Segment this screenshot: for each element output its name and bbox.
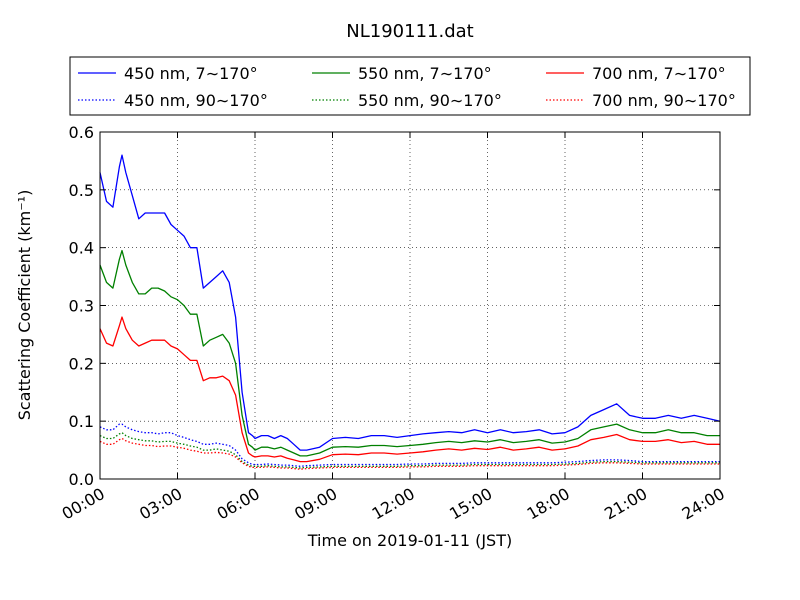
legend-label: 450 nm, 90∼170°: [124, 91, 268, 110]
x-tick-label: 09:00: [291, 484, 340, 524]
series-line: [99, 249, 720, 457]
x-tick-label: 18:00: [524, 484, 573, 524]
x-tick-label: 06:00: [214, 484, 263, 524]
series-line: [99, 316, 720, 463]
x-axis-label: Time on 2019-01-11 (JST): [307, 531, 512, 550]
series-layer: [99, 154, 721, 470]
x-tick-label: 03:00: [136, 484, 185, 524]
grid: [100, 132, 720, 479]
legend-frame: [69, 56, 751, 116]
y-tick-label: 0.4: [69, 239, 94, 258]
y-axis-label: Scattering Coefficient (km⁻¹): [15, 190, 34, 421]
x-tick-label: 12:00: [369, 484, 418, 524]
x-tick-label: 21:00: [601, 484, 650, 524]
legend-label: 700 nm, 7∼170°: [592, 64, 726, 83]
y-axis: 0.0 0.1 0.2 0.3 0.4 0.5 0.6: [69, 123, 720, 489]
y-tick-label: 0.0: [69, 470, 94, 489]
y-tick-label: 0.1: [69, 412, 94, 431]
series-line: [99, 154, 721, 451]
legend-label: 450 nm, 7∼170°: [124, 64, 258, 83]
y-tick-label: 0.2: [69, 354, 94, 373]
series-line: [99, 432, 720, 469]
x-tick-label: 15:00: [446, 484, 495, 524]
legend: 450 nm, 7∼170° 550 nm, 7∼170° 700 nm, 7∼17…: [69, 56, 751, 116]
y-tick-label: 0.6: [69, 123, 94, 142]
legend-label: 550 nm, 90∼170°: [358, 91, 502, 110]
series-line: [99, 423, 720, 467]
y-tick-label: 0.3: [69, 297, 94, 316]
y-tick-label: 0.5: [69, 181, 94, 200]
x-tick-label: 00:00: [59, 484, 108, 524]
chart-title: NL190111.dat: [346, 21, 473, 42]
legend-label: 550 nm, 7∼170°: [358, 64, 492, 83]
x-tick-label: 24:00: [679, 484, 728, 524]
series-line: [99, 437, 720, 470]
legend-label: 700 nm, 90∼170°: [592, 91, 736, 110]
